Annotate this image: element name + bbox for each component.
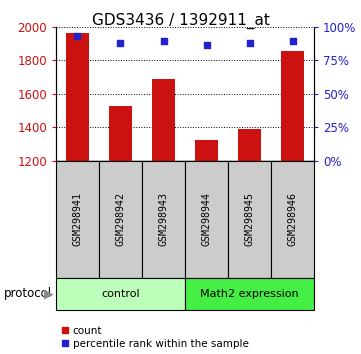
Text: protocol: protocol — [4, 287, 52, 300]
Legend: count, percentile rank within the sample: count, percentile rank within the sample — [61, 326, 248, 349]
Text: GSM298945: GSM298945 — [244, 193, 255, 246]
Bar — [66, 33, 89, 161]
Bar — [281, 51, 304, 161]
Text: GDS3436 / 1392911_at: GDS3436 / 1392911_at — [92, 12, 269, 29]
Point — [247, 40, 252, 46]
Text: GSM298942: GSM298942 — [116, 193, 126, 246]
Text: GSM298941: GSM298941 — [73, 193, 82, 246]
Bar — [195, 140, 218, 161]
Bar — [56, 278, 185, 310]
Point — [161, 39, 166, 44]
Text: GSM298946: GSM298946 — [288, 193, 297, 246]
Text: control: control — [101, 289, 140, 299]
Bar — [185, 278, 314, 310]
Text: ▶: ▶ — [44, 287, 53, 300]
Bar — [99, 161, 142, 278]
Point — [118, 40, 123, 46]
Bar — [271, 161, 314, 278]
Text: GSM298944: GSM298944 — [201, 193, 212, 246]
Bar — [228, 161, 271, 278]
Bar — [152, 79, 175, 161]
Text: Math2 expression: Math2 expression — [200, 289, 299, 299]
Bar — [185, 161, 228, 278]
Point — [75, 33, 81, 39]
Point — [204, 42, 209, 48]
Bar — [142, 161, 185, 278]
Bar — [109, 105, 132, 161]
Point — [290, 39, 295, 44]
Bar — [56, 161, 99, 278]
Text: GSM298943: GSM298943 — [158, 193, 169, 246]
Bar — [238, 129, 261, 161]
